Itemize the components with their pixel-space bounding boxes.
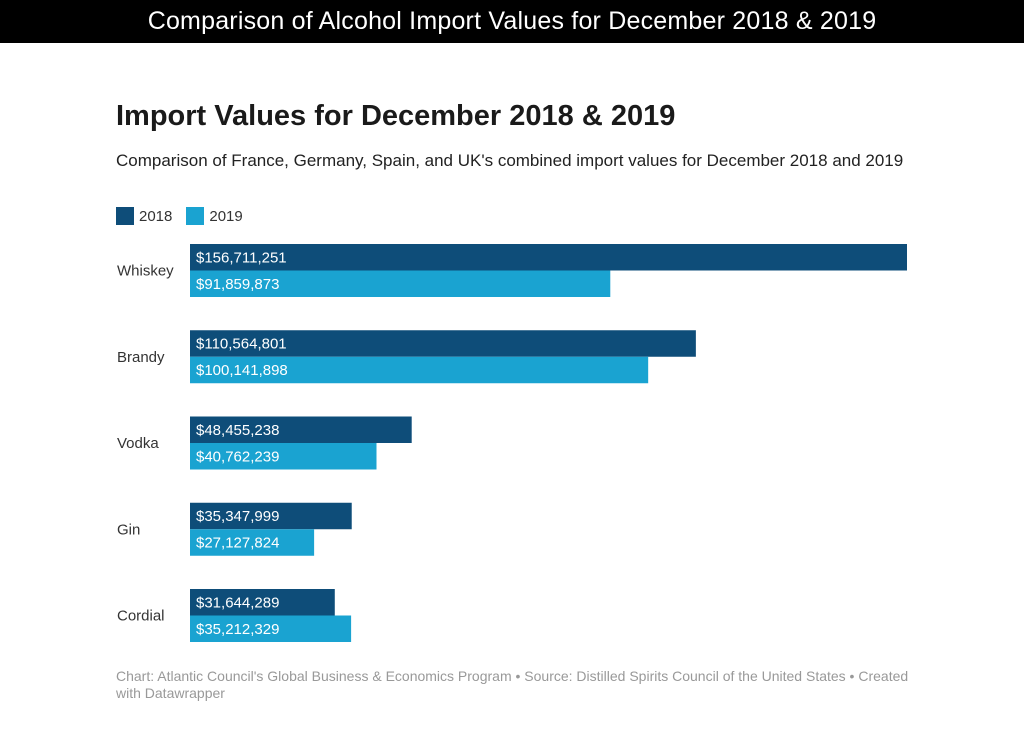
category-label-brandy: Brandy (117, 349, 165, 366)
bar-brandy-2018 (190, 330, 696, 357)
category-label-whiskey: Whiskey (117, 263, 174, 280)
legend-swatch-2019 (186, 207, 205, 225)
value-label-gin-2018: $35,347,999 (196, 508, 279, 525)
bar-gin-2019 (190, 529, 315, 556)
value-label-whiskey-2019: $91,859,873 (196, 276, 279, 293)
bar-whiskey-2018 (190, 244, 907, 271)
value-label-brandy-2019: $100,141,898 (196, 362, 288, 379)
value-label-brandy-2018: $110,564,801 (196, 336, 287, 353)
value-label-cordial-2019: $35,212,329 (196, 621, 279, 638)
legend: 2018 2019 (116, 207, 257, 225)
bar-gin-2018 (190, 502, 352, 530)
legend-item-2019: 2019 (186, 207, 243, 225)
bar-vodka-2019 (190, 443, 377, 470)
banner-title: Comparison of Alcohol Import Values for … (147, 7, 877, 35)
legend-item-2018: 2018 (116, 207, 172, 225)
bar-cordial-2018 (190, 589, 335, 616)
bar-whiskey-2019 (190, 270, 611, 297)
value-label-vodka-2018: $48,455,238 (196, 422, 279, 439)
value-label-gin-2019: $27,127,824 (196, 535, 279, 552)
value-label-whiskey-2018: $156,711,251 (196, 249, 287, 266)
footer-credit: Chart: Atlantic Council's Global Busines… (116, 668, 909, 701)
category-label-vodka: Vodka (117, 435, 159, 452)
chart-title: Import Values for December 2018 & 2019 (116, 100, 676, 132)
legend-label-2018: 2018 (139, 207, 173, 225)
category-label-gin: Gin (117, 521, 140, 538)
value-label-cordial-2018: $31,644,289 (196, 594, 279, 611)
bar-brandy-2019 (190, 356, 649, 384)
legend-label-2019: 2019 (209, 207, 243, 225)
bar-cordial-2019 (190, 615, 352, 642)
bar-vodka-2018 (190, 416, 412, 443)
chart-subtitle: Comparison of France, Germany, Spain, an… (116, 151, 904, 170)
value-label-vodka-2019: $40,762,239 (196, 448, 279, 465)
banner: Comparison of Alcohol Import Values for … (0, 0, 1024, 43)
legend-swatch-2018 (116, 207, 134, 225)
category-label-cordial: Cordial (117, 608, 165, 625)
